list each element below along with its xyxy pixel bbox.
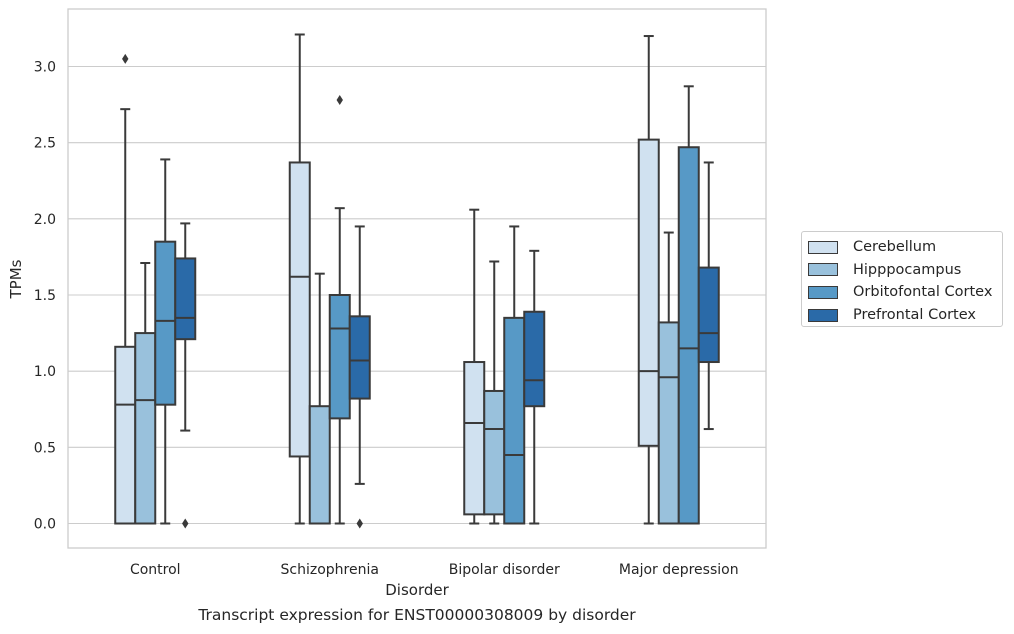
box-3-2: [523, 249, 546, 525]
box-3-1: [348, 225, 371, 529]
box-0-2: [463, 208, 486, 525]
legend-swatch-cerebellum: [808, 240, 838, 254]
y-tick-label: 2.0: [34, 212, 56, 228]
x-tick-label: Major depression: [619, 562, 739, 578]
x-tick-label: Bipolar disorder: [449, 562, 560, 578]
y-tick-label: 3.0: [34, 60, 56, 76]
box-0-1: [288, 33, 311, 525]
outlier-point: [336, 95, 343, 106]
legend-label-orbitofrontal: Orbitofontal Cortex: [853, 284, 993, 301]
box-0-3: [637, 35, 660, 525]
y-tick-label: 1.0: [34, 364, 56, 380]
box-2-2: [503, 225, 526, 525]
box-2-1: [328, 95, 351, 525]
box-body: [657, 321, 680, 525]
outlier-point: [122, 53, 129, 64]
box-3-3: [697, 161, 720, 431]
legend-label-hippocampus: Hipppocampus: [853, 261, 962, 278]
box-body: [637, 138, 660, 447]
legend: Cerebellum Hipppocampus Orbitofontal Cor…: [801, 231, 1003, 327]
legend-swatch-orbitofrontal: [808, 285, 838, 299]
legend-item-hippocampus: Hipppocampus: [808, 259, 1002, 282]
box-body: [348, 315, 371, 400]
box-body: [328, 294, 351, 420]
outlier-point: [182, 518, 189, 529]
x-axis-label: Disorder: [385, 581, 449, 599]
box-body: [134, 332, 157, 525]
x-tick-label: Schizophrenia: [281, 562, 379, 578]
box-body: [288, 161, 311, 458]
boxes: [114, 33, 720, 529]
box-1-1: [308, 272, 331, 525]
legend-swatch-hippocampus: [808, 263, 838, 277]
legend-swatch-prefrontal: [808, 308, 838, 322]
y-tick-label: 0.0: [34, 517, 56, 533]
box-body: [697, 266, 720, 364]
box-body: [523, 310, 546, 408]
box-body: [677, 146, 700, 525]
box-body: [483, 389, 506, 516]
box-body: [503, 316, 526, 525]
box-3-0: [174, 222, 197, 529]
outlier-point: [356, 518, 363, 529]
box-1-0: [134, 262, 157, 525]
y-axis-label: TPMs: [7, 259, 25, 299]
chart-caption: Transcript expression for ENST0000030800…: [198, 606, 636, 624]
box-2-3: [677, 85, 700, 525]
y-tick-label: 1.5: [34, 288, 56, 304]
box-body: [114, 345, 137, 525]
box-body: [463, 361, 486, 516]
legend-item-prefrontal: Prefrontal Cortex: [808, 304, 1002, 327]
legend-item-orbitofrontal: Orbitofontal Cortex: [808, 281, 1002, 304]
legend-label-cerebellum: Cerebellum: [853, 239, 937, 256]
x-tick-label: Control: [130, 562, 181, 578]
box-1-2: [483, 260, 506, 525]
y-tick-label: 0.5: [34, 440, 56, 456]
box-body: [174, 257, 197, 341]
legend-item-cerebellum: Cerebellum: [808, 236, 1002, 259]
legend-label-prefrontal: Prefrontal Cortex: [853, 307, 976, 324]
box-1-3: [657, 231, 680, 525]
box-2-0: [154, 158, 177, 525]
y-tick-label: 2.5: [34, 136, 56, 152]
box-body: [154, 240, 177, 406]
y-tick-labels: 0.0 0.5 1.0 1.5 2.0 2.5 3.0: [34, 60, 56, 533]
x-tick-labels: Control Schizophrenia Bipolar disorder Majo…: [130, 562, 739, 578]
box-body: [308, 405, 331, 525]
